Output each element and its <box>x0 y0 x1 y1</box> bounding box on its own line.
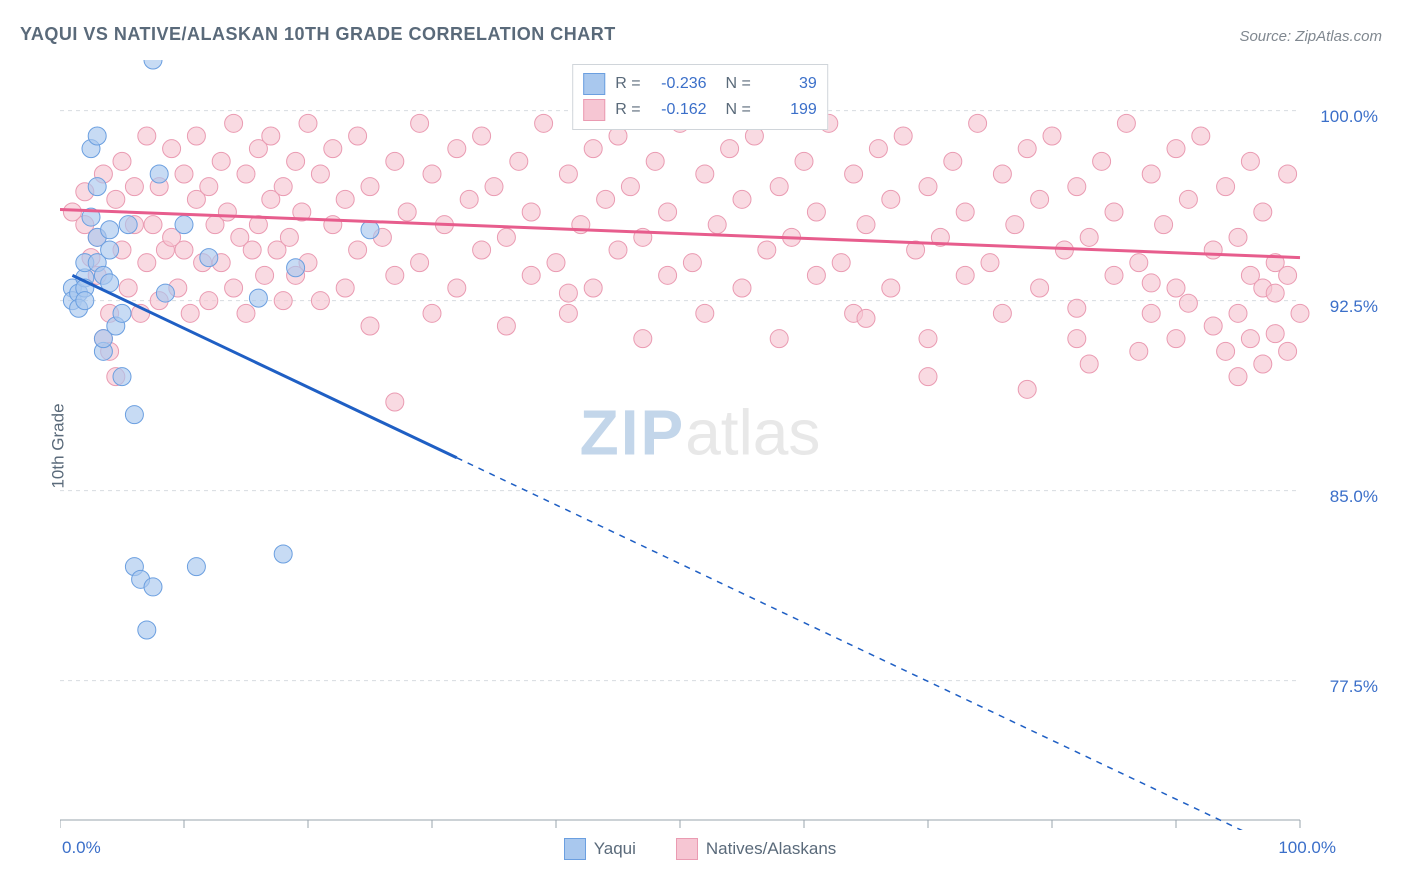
scatter-chart-svg <box>60 60 1340 830</box>
legend-swatch-yaqui <box>583 73 605 95</box>
legend-n-label: N = <box>717 75 751 93</box>
legend-n-label: N = <box>717 101 751 119</box>
legend-item-natives: Natives/Alaskans <box>676 838 836 860</box>
plot-area: R = -0.236 N = 39 R = -0.162 N = 199 ZIP… <box>60 60 1340 820</box>
legend-swatch-natives <box>583 99 605 121</box>
legend-r-label: R = <box>615 75 640 93</box>
chart-title: YAQUI VS NATIVE/ALASKAN 10TH GRADE CORRE… <box>20 24 616 45</box>
y-tick-label: 77.5% <box>1330 677 1378 697</box>
legend-r-value-natives: -0.162 <box>651 101 707 119</box>
legend-label-yaqui: Yaqui <box>594 839 636 859</box>
legend-n-value-yaqui: 39 <box>761 75 817 93</box>
legend-r-label: R = <box>615 101 640 119</box>
legend-label-natives: Natives/Alaskans <box>706 839 836 859</box>
source-attribution: Source: ZipAtlas.com <box>1239 28 1382 45</box>
correlation-legend: R = -0.236 N = 39 R = -0.162 N = 199 <box>572 64 828 130</box>
legend-swatch-icon <box>676 838 698 860</box>
chart-container: YAQUI VS NATIVE/ALASKAN 10TH GRADE CORRE… <box>0 0 1406 892</box>
y-tick-label: 85.0% <box>1330 487 1378 507</box>
legend-row-natives: R = -0.162 N = 199 <box>583 97 817 123</box>
legend-item-yaqui: Yaqui <box>564 838 636 860</box>
legend-swatch-icon <box>564 838 586 860</box>
y-tick-label: 100.0% <box>1320 107 1378 127</box>
legend-r-value-yaqui: -0.236 <box>651 75 707 93</box>
legend-row-yaqui: R = -0.236 N = 39 <box>583 71 817 97</box>
y-tick-label: 92.5% <box>1330 297 1378 317</box>
series-legend: Yaqui Natives/Alaskans <box>60 838 1340 860</box>
legend-n-value-natives: 199 <box>761 101 817 119</box>
